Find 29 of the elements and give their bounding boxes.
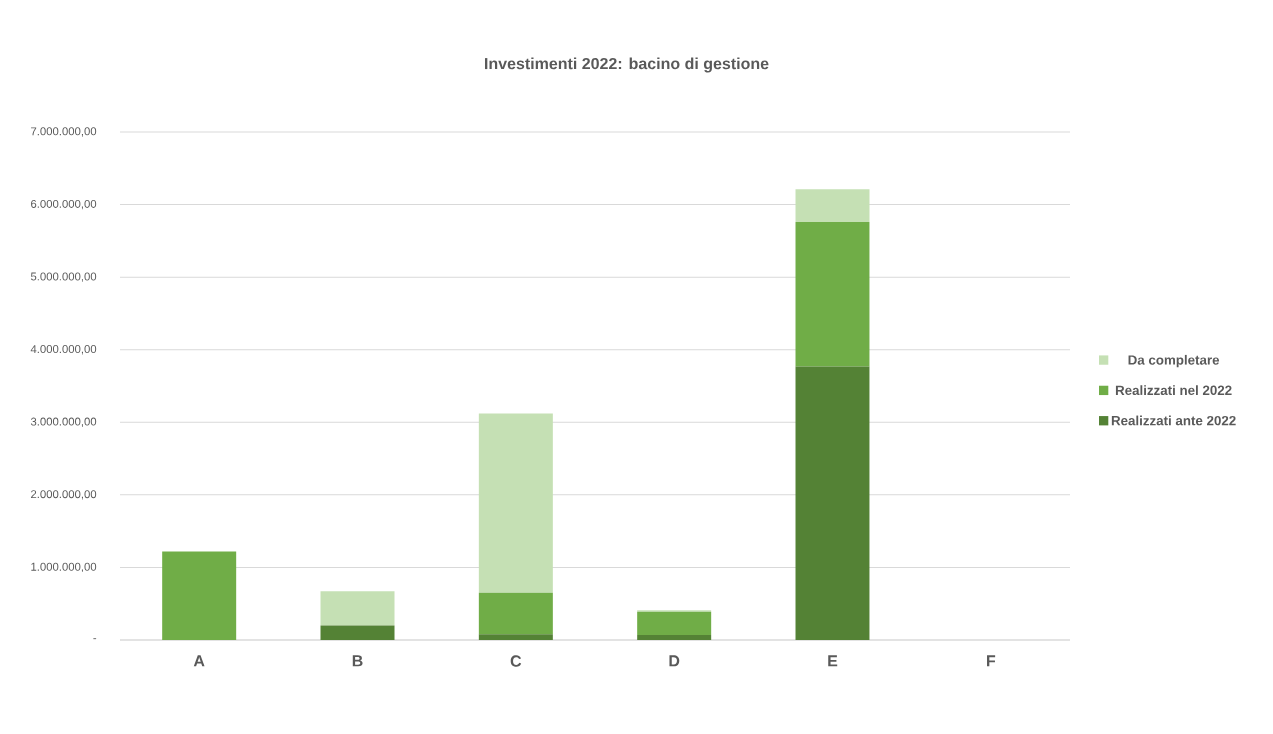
bar — [795, 366, 870, 640]
y-tick-label: 1.000.000,00 — [31, 562, 97, 573]
x-tick-label: D — [669, 655, 680, 667]
chart-title: Investimenti 2022: bacino di gestione — [485, 57, 769, 73]
bar — [637, 634, 712, 640]
legend-label: Realizzati nel 2022 — [1115, 385, 1232, 396]
bar — [162, 551, 237, 640]
y-tick-label: 5.000.000,00 — [30, 272, 97, 282]
legend-label: Da completare — [1128, 354, 1220, 368]
y-tick-label: 6.000.000,00 — [31, 199, 97, 210]
y-tick-label: 4.000.000,00 — [30, 345, 97, 355]
y-tick-label: 7.000.000,00 — [31, 127, 97, 137]
x-tick-label: A — [193, 655, 205, 667]
y-tick-label: - — [93, 638, 97, 640]
bar — [478, 413, 553, 593]
bar — [795, 221, 870, 367]
x-tick-label: C — [510, 655, 522, 667]
bar — [320, 591, 395, 626]
bar — [795, 189, 870, 222]
bar — [637, 611, 712, 635]
y-tick-label: 3.000.000,00 — [30, 417, 97, 427]
x-tick-label: F — [987, 655, 996, 667]
bar — [478, 592, 553, 635]
legend-label: Realizzati ante 2022 — [1111, 415, 1236, 426]
y-tick-label: 2.000.000,00 — [31, 490, 97, 500]
bar — [320, 625, 395, 640]
x-tick-label: E — [828, 655, 838, 667]
bar — [478, 634, 553, 640]
x-tick-label: B — [352, 655, 363, 667]
